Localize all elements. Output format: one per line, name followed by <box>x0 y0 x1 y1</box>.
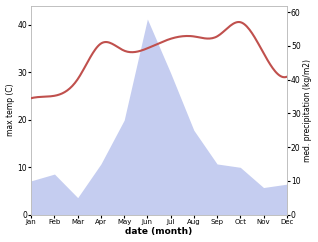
Y-axis label: med. precipitation (kg/m2): med. precipitation (kg/m2) <box>303 59 313 161</box>
Y-axis label: max temp (C): max temp (C) <box>5 84 15 136</box>
X-axis label: date (month): date (month) <box>125 227 193 236</box>
